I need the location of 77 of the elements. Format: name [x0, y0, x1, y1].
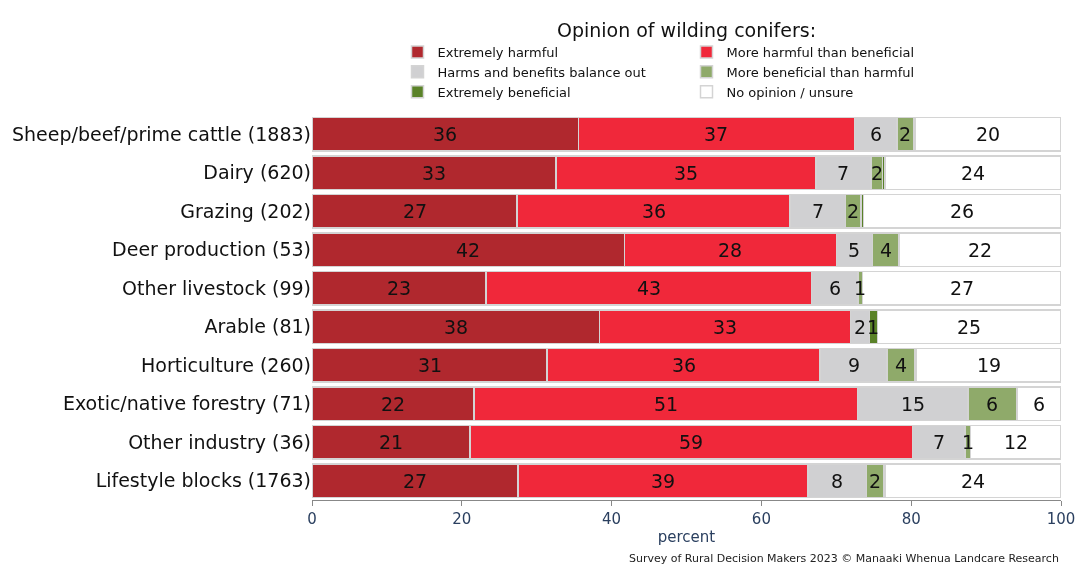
data-label: 12: [1004, 431, 1029, 453]
bar: [915, 347, 1061, 383]
data-label: 5: [848, 239, 861, 261]
data-label: 7: [933, 431, 946, 453]
data-label: 22: [381, 393, 406, 415]
data-label: 36: [672, 354, 697, 376]
bar: [862, 193, 1061, 229]
x-tick-label: 80: [901, 510, 921, 528]
data-label: 2: [854, 316, 867, 338]
data-label: 23: [387, 277, 412, 299]
y-tick-label: Exotic/native forestry (71): [62, 392, 311, 415]
bar: [884, 155, 1061, 191]
data-label: 2: [847, 200, 860, 222]
legend-label: Extremely beneficial: [437, 84, 571, 100]
data-label: 26: [950, 200, 975, 222]
data-label: 31: [418, 354, 443, 376]
legend-label: No opinion / unsure: [726, 84, 854, 100]
y-tick-label: Arable (81): [204, 315, 311, 338]
legend-label: Harms and benefits balance out: [437, 64, 646, 80]
data-label: 9: [848, 354, 861, 376]
data-label: 4: [880, 239, 893, 261]
data-label: 2: [899, 123, 912, 145]
data-label: 1: [854, 277, 867, 299]
text: Survey of Rural Decision Makers 2023 © Manaaki Whenua Landcare Research: [629, 552, 1059, 565]
data-label: 6: [829, 277, 842, 299]
x-tick-label: 20: [452, 510, 472, 528]
data-label: 2: [871, 162, 884, 184]
data-label: 7: [812, 200, 825, 222]
data-label: 59: [679, 431, 704, 453]
data-label: 27: [403, 470, 428, 492]
data-label: 39: [651, 470, 676, 492]
y-tick-label: Deer production (53): [112, 238, 311, 261]
data-label: 6: [1033, 393, 1046, 415]
y-tick-label: Grazing (202): [180, 199, 311, 222]
data-label: 38: [444, 316, 469, 338]
data-label: 15: [901, 393, 926, 415]
x-axis-title: percent: [657, 528, 716, 546]
data-label: 51: [654, 393, 679, 415]
data-label: 24: [961, 162, 986, 184]
data-label: 36: [642, 200, 667, 222]
data-label: 35: [674, 162, 699, 184]
y-tick-label: Other livestock (99): [122, 276, 311, 299]
data-label: 33: [422, 162, 447, 184]
data-label: 7: [837, 162, 850, 184]
legend-label: More harmful than beneficial: [726, 45, 915, 61]
data-label: 6: [986, 393, 999, 415]
data-label: 42: [456, 239, 481, 261]
x-tick-label: 0: [307, 510, 317, 528]
data-label: 36: [433, 123, 458, 145]
data-label: 1: [962, 431, 975, 453]
x-tick-label: 100: [1046, 510, 1076, 528]
data-label: 6: [870, 123, 883, 145]
data-label: 8: [831, 470, 844, 492]
legend-label: Extremely harmful: [437, 45, 559, 61]
data-label: 22: [968, 239, 993, 261]
data-label: 27: [403, 200, 428, 222]
data-label: 25: [957, 316, 982, 338]
y-tick-label: Other industry (36): [128, 430, 311, 453]
data-label: 27: [950, 277, 975, 299]
y-tick-label: Lifestyle blocks (1763): [95, 469, 311, 492]
data-label: 43: [637, 277, 662, 299]
y-tick-label: Dairy (620): [203, 161, 311, 184]
legend-title: Opinion of wilding conifers:: [556, 19, 817, 41]
y-tick-label: Sheep/beef/prime cattle (1883): [11, 122, 311, 145]
legend-label: More beneficial than harmful: [726, 64, 915, 80]
data-label: 20: [976, 123, 1001, 145]
x-tick-label: 60: [751, 510, 771, 528]
data-label: 4: [895, 354, 908, 376]
x-tick-label: 40: [602, 510, 622, 528]
data-label: 28: [718, 239, 743, 261]
data-label: 24: [961, 470, 986, 492]
data-label: 2: [869, 470, 882, 492]
y-tick-label: Horticulture (260): [141, 353, 311, 376]
data-label: 21: [379, 431, 404, 453]
data-label: 33: [713, 316, 738, 338]
data-label: 37: [704, 123, 729, 145]
data-label: 19: [977, 354, 1002, 376]
